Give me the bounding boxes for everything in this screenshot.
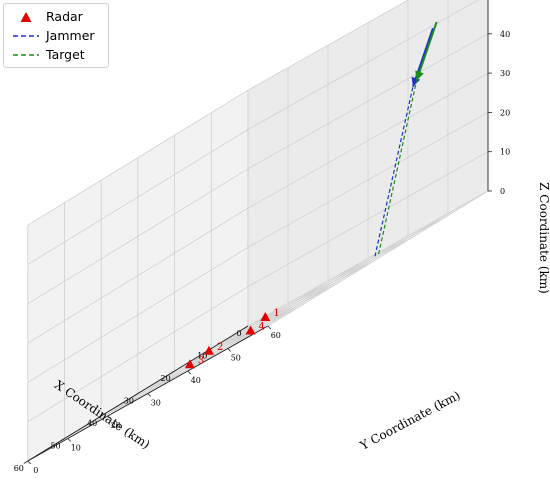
legend-label-radar: Radar [46, 9, 83, 24]
dashed-line-icon [13, 54, 39, 56]
z-tick-label: 30 [500, 69, 510, 78]
x-tick-label: 20 [161, 374, 171, 383]
z-axis-label: Z Coordinate (km) [537, 182, 550, 294]
y-tick [107, 415, 112, 420]
arrow-head-target [415, 70, 424, 81]
y-tick [187, 370, 192, 375]
legend-label-jammer: Jammer [46, 28, 95, 43]
x-tick-label: 50 [50, 442, 60, 451]
radar-marker [203, 345, 214, 355]
y-axis-label: Y Coordinate (km) [357, 388, 463, 453]
radar-marker [260, 312, 271, 321]
arrow-shaft-target [415, 21, 438, 81]
x-tick [96, 415, 102, 419]
data-marks: 1 2 3 4 [184, 21, 438, 369]
x-tick [170, 370, 175, 374]
x-tick [23, 460, 29, 464]
x-tick-label: 0 [236, 329, 241, 338]
y-tick-label: 60 [271, 331, 281, 340]
x-tick-label: 30 [124, 397, 134, 406]
y-tick-label: 0 [33, 466, 38, 475]
z-tick-label: 10 [500, 148, 510, 157]
radar-label: 1 [273, 308, 279, 319]
trajectory-jammer [374, 86, 414, 257]
y-tick [267, 325, 272, 330]
y-tick-label: 30 [151, 399, 161, 408]
trajectory-target [378, 80, 418, 255]
axis-ticks: 010203040506001020304050600102030405060 [14, 30, 510, 475]
x-tick [133, 393, 139, 397]
x-tick-label: 10 [197, 352, 207, 361]
x-tick [60, 438, 65, 442]
y-tick [67, 438, 72, 442]
y-axis-line [27, 325, 269, 462]
radar-label: 3 [198, 355, 204, 366]
triangle-icon [20, 12, 32, 22]
grid-line-z [27, 0, 480, 265]
legend-item-radar: Radar [4, 8, 108, 26]
z-tick-label: 40 [500, 30, 510, 39]
y-tick [27, 460, 32, 465]
grid-line-z [27, 0, 410, 226]
z-tick-label: 20 [500, 108, 510, 117]
y-tick [147, 393, 152, 397]
y-tick-label: 40 [191, 376, 201, 385]
y-tick-label: 50 [231, 354, 241, 363]
x-tick-label: 60 [14, 464, 24, 473]
z-tick-label: 0 [500, 187, 505, 196]
radar-label: 4 [259, 322, 265, 333]
x-tick-label: 40 [87, 419, 97, 428]
radar-marker [245, 325, 256, 335]
y-tick-label: 10 [71, 444, 81, 453]
radar-marker [184, 359, 195, 369]
radar-label: 2 [217, 342, 223, 353]
legend-label-target: Target [46, 47, 85, 62]
legend-item-target: Target [4, 46, 108, 64]
dashed-line-icon [13, 35, 39, 37]
grid-line-z [27, 112, 489, 383]
legend-item-jammer: Jammer [4, 27, 108, 45]
grid-line-z [27, 151, 489, 423]
y-tick-label: 20 [111, 421, 121, 430]
grid-line-z [27, 33, 489, 305]
x-tick [243, 325, 249, 329]
legend: Radar Jammer Target [3, 3, 109, 68]
y-tick [227, 348, 232, 352]
